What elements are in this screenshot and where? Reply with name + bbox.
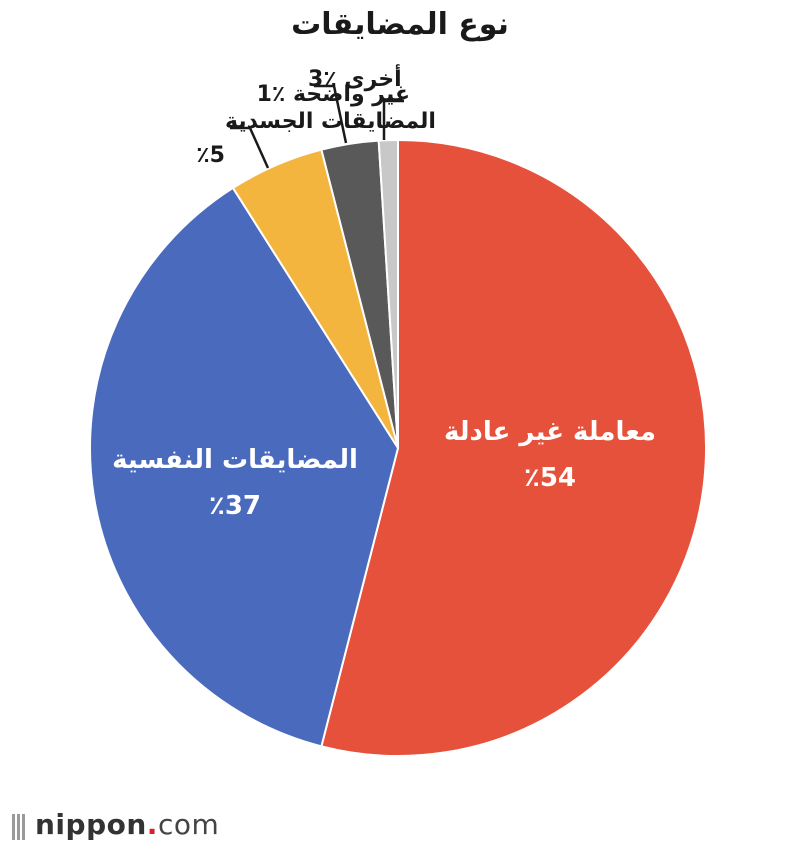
leader-line-3 — [314, 84, 348, 144]
leader-line-4 — [382, 99, 404, 140]
slice-value-2: ٪5 — [196, 143, 225, 168]
brand-dot: . — [146, 807, 158, 841]
slice-label-4: غير واضحة ٪1 — [257, 82, 410, 107]
pie-slice-4 — [377, 138, 399, 449]
slice-label-3: أخرى ٪3 — [308, 63, 402, 92]
slice-label-0: معاملة غير عادلة — [444, 417, 656, 447]
brand-tld: com — [157, 807, 220, 841]
pie-slice-0 — [320, 138, 707, 757]
slice-value-1: ٪37 — [209, 491, 261, 521]
slice-label-2: المضايقات الجسدية — [225, 109, 436, 134]
slice-label-1: المضايقات النفسية — [112, 445, 358, 475]
brand-bars-icon — [12, 809, 27, 842]
brand-name: nippon — [35, 807, 147, 841]
leader-line-2 — [230, 126, 270, 169]
slice-value-0: ٪54 — [524, 463, 576, 493]
brand-logo: nippon.com — [12, 808, 219, 843]
chart-title: نوع المضايقات — [291, 7, 509, 42]
